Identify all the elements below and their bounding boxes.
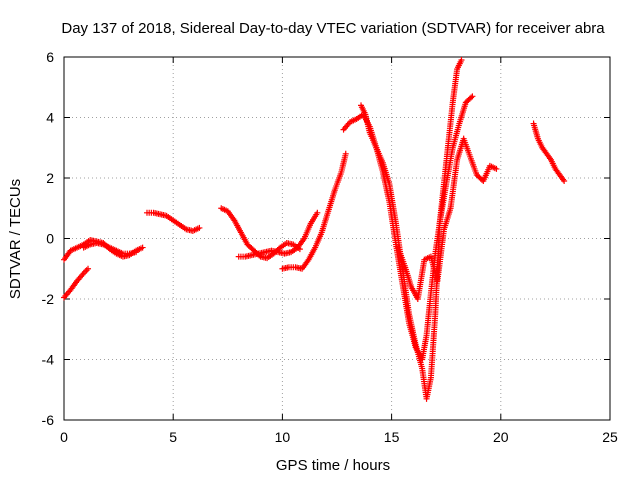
y-tick-label: -4: [42, 352, 55, 368]
x-tick-label: 0: [60, 429, 68, 445]
chart-title: Day 137 of 2018, Sidereal Day-to-day VTE…: [61, 20, 605, 37]
series-arc-11: [530, 120, 568, 185]
y-tick-label: -6: [42, 412, 55, 428]
x-tick-label: 15: [384, 429, 400, 445]
data-point: [493, 165, 500, 172]
data-point: [196, 224, 203, 231]
series-arc-1: [61, 265, 92, 301]
x-axis-label: GPS time / hours: [276, 457, 390, 474]
x-tick-label: 25: [602, 429, 618, 445]
data-point: [561, 178, 568, 185]
data-point: [469, 93, 476, 100]
data-point: [458, 57, 465, 64]
y-tick-label: -2: [42, 291, 55, 307]
series-arc-3: [80, 240, 140, 257]
data-point: [468, 94, 475, 101]
data-point: [133, 249, 140, 256]
axis-ticks: 0 5 10 15 20 25 -6 -4 -2 0 2 4 6: [42, 49, 618, 445]
y-axis-label: SDTVAR / TECUs: [7, 179, 24, 299]
y-tick-label: 0: [46, 231, 54, 247]
series-arc-6: [235, 209, 321, 260]
x-tick-label: 20: [493, 429, 509, 445]
series-arc-4: [143, 209, 203, 234]
data-points: [61, 57, 568, 402]
x-tick-label: 10: [275, 429, 291, 445]
data-point: [342, 150, 349, 157]
y-tick-label: 2: [46, 170, 54, 186]
x-tick-label: 5: [169, 429, 177, 445]
series-arc-9: [358, 93, 476, 363]
data-point: [85, 265, 92, 272]
y-tick-label: 6: [46, 49, 54, 65]
series-arc-10: [395, 135, 500, 302]
data-point: [314, 209, 321, 216]
data-point: [139, 244, 146, 251]
series-arc-7: [279, 150, 349, 272]
y-tick-label: 4: [46, 110, 54, 126]
